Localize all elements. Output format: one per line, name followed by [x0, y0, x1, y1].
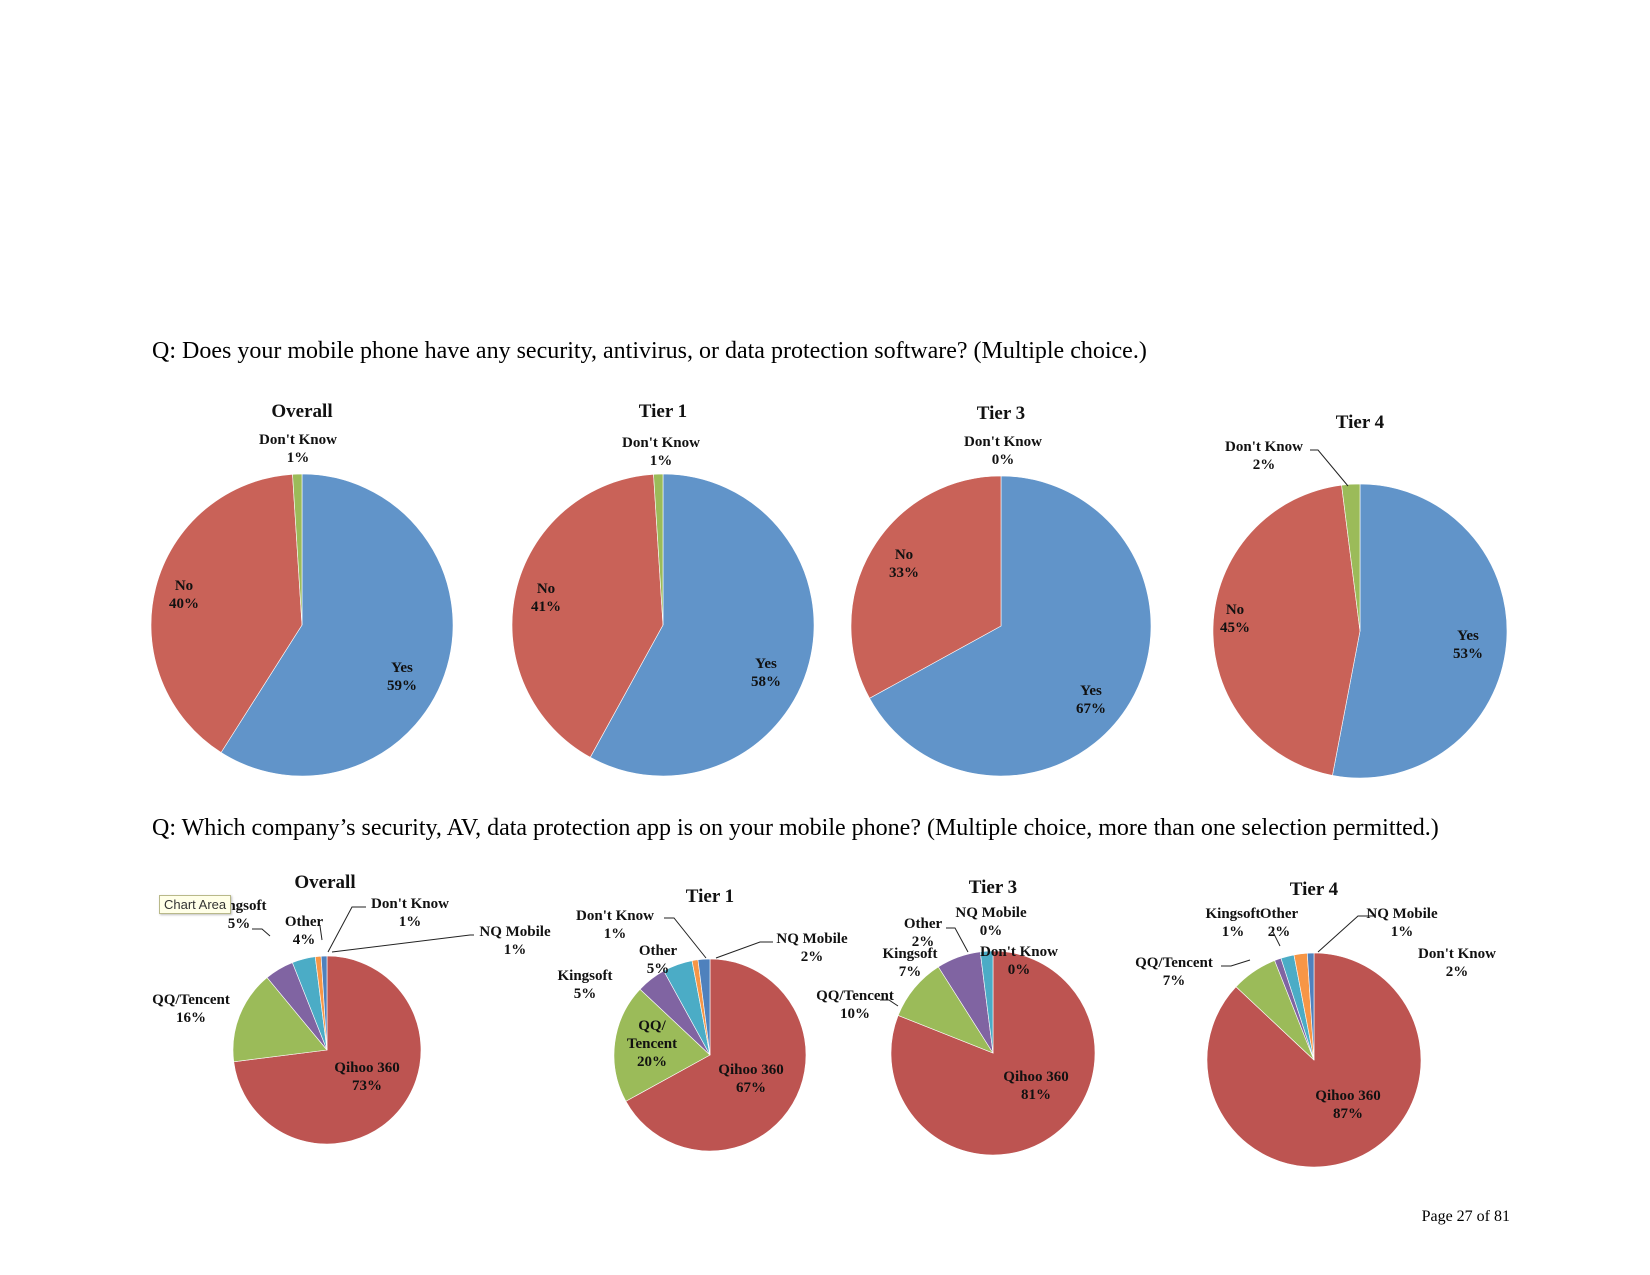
- slice-label-nq-mobile: NQ Mobile 0%: [955, 905, 1027, 939]
- leader-line: [880, 999, 899, 1007]
- slice-label-other: Other 2%: [1260, 906, 1299, 940]
- slice-label-qihoo-360: Qihoo 360 67%: [718, 1062, 783, 1096]
- pie-slice-no: [511, 473, 664, 758]
- pie-slice-yes: [1332, 483, 1508, 779]
- slice-label-qihoo-360: Qihoo 360 81%: [1003, 1069, 1068, 1103]
- slice-label-no: No 45%: [1220, 602, 1250, 636]
- pie-chart-q2-tier-3: Tier 3: [880, 877, 1096, 1156]
- slice-label-no: No 40%: [169, 578, 199, 612]
- slice-label-nq-mobile: NQ Mobile 1%: [1366, 906, 1438, 940]
- slice-label-don-t-know: Don't Know 0%: [964, 434, 1042, 468]
- slice-label-kingsoft: Kingsoft 5%: [557, 968, 612, 1002]
- leader-line: [252, 928, 271, 937]
- chart-title: Tier 3: [969, 877, 1017, 898]
- pie-chart-q2-tier-1: Tier 1: [613, 886, 807, 1152]
- page-number: Page 27 of 81: [1421, 1208, 1510, 1225]
- slice-label-don-t-know: Don't Know 1%: [371, 896, 449, 930]
- chart-title: Tier 4: [1336, 412, 1385, 433]
- pie-slice-yes: [869, 475, 1152, 777]
- pie-slice-other: [979, 950, 994, 1054]
- pie-slice-qq-tencent: [232, 977, 328, 1063]
- leader-line: [319, 925, 323, 941]
- leader-line: [327, 906, 366, 953]
- slice-label-nq-mobile: NQ Mobile 1%: [479, 924, 551, 958]
- chart-area-tooltip: Chart Area: [159, 895, 232, 914]
- question-2-text: Q: Which company’s security, AV, data pr…: [152, 815, 1439, 841]
- slice-label-kingsoft: Kingsoft 7%: [882, 946, 937, 980]
- pie-chart-q1-tier-1: Tier 1: [511, 401, 815, 777]
- slice-label-qq-tencent: QQ/Tencent 20%: [627, 1018, 677, 1070]
- leader-line: [1221, 959, 1251, 967]
- pie-slice-qihoo-360: [625, 958, 807, 1152]
- pie-slice-qq-tencent: [613, 988, 711, 1102]
- pie-chart-q2-overall: Overall: [232, 872, 474, 1145]
- slice-label-kingsoft: Kingsoft 1%: [1205, 906, 1260, 940]
- slice-label-don-t-know: Don't Know 1%: [622, 435, 700, 469]
- slice-label-nq-mobile: NQ Mobile 2%: [776, 931, 848, 965]
- chart-title: Overall: [294, 872, 355, 893]
- pie-slice-don-t-know: [1341, 483, 1361, 632]
- pie-chart-q1-tier-4: Tier 4: [1212, 412, 1508, 779]
- pie-chart-q1-overall: Overall: [150, 401, 454, 777]
- chart-title: Tier 1: [639, 401, 687, 422]
- slice-label-don-t-know: Don't Know 1%: [259, 432, 337, 466]
- chart-title: Overall: [271, 401, 332, 422]
- slice-label-yes: Yes 59%: [387, 660, 417, 694]
- question-1-text: Q: Does your mobile phone have any secur…: [152, 338, 1147, 364]
- pie-slice-nq-mobile: [697, 958, 711, 1056]
- slice-label-other: Other 5%: [639, 943, 678, 977]
- leader-line: [1317, 915, 1376, 953]
- slice-label-qq-tencent: QQ/Tencent 10%: [816, 988, 894, 1022]
- slice-label-no: No 41%: [531, 581, 561, 615]
- slice-label-don-t-know: Don't Know 0%: [980, 944, 1058, 978]
- slice-label-don-t-know: Don't Know 1%: [576, 908, 654, 942]
- slice-label-don-t-know: Don't Know 2%: [1418, 946, 1496, 980]
- slice-label-don-t-know: Don't Know 2%: [1225, 439, 1303, 473]
- slice-label-yes: Yes 58%: [751, 656, 781, 690]
- slice-label-qq-tencent: QQ/Tencent 7%: [1135, 955, 1213, 989]
- slice-label-qihoo-360: Qihoo 360 87%: [1315, 1088, 1380, 1122]
- pie-chart-q1-tier-3: Tier 3: [850, 403, 1152, 777]
- chart-title: Tier 1: [686, 886, 734, 907]
- slice-label-qq-tencent: QQ/Tencent 16%: [152, 992, 230, 1026]
- pie-slice-no: [1212, 484, 1361, 776]
- slice-label-qihoo-360: Qihoo 360 73%: [334, 1060, 399, 1094]
- leader-line: [664, 917, 707, 959]
- chart-title: Tier 4: [1290, 879, 1339, 900]
- pie-slice-yes: [220, 473, 454, 777]
- slice-label-no: No 33%: [889, 547, 919, 581]
- pie-slice-no: [150, 473, 303, 753]
- leader-line: [946, 927, 969, 953]
- leader-line: [331, 934, 474, 953]
- slice-label-other: Other 4%: [285, 914, 324, 948]
- slice-label-other: Other 2%: [904, 916, 943, 950]
- pie-slice-yes: [589, 473, 815, 777]
- leader-line: [1310, 449, 1349, 487]
- pie-slice-don-t-know: [653, 473, 664, 626]
- chart-title: Tier 3: [977, 403, 1025, 424]
- leader-line: [715, 941, 773, 959]
- pie-chart-q2-tier-4: Tier 4: [1206, 879, 1422, 1168]
- slice-label-yes: Yes 53%: [1453, 628, 1483, 662]
- pie-slice-no: [850, 475, 1002, 699]
- pie-slice-don-t-know: [292, 473, 303, 626]
- pie-slice-nq-mobile: [320, 955, 328, 1051]
- pie-slice-nq-mobile: [1306, 952, 1315, 1061]
- leader-line: [1271, 929, 1281, 947]
- slice-label-yes: Yes 67%: [1076, 683, 1106, 717]
